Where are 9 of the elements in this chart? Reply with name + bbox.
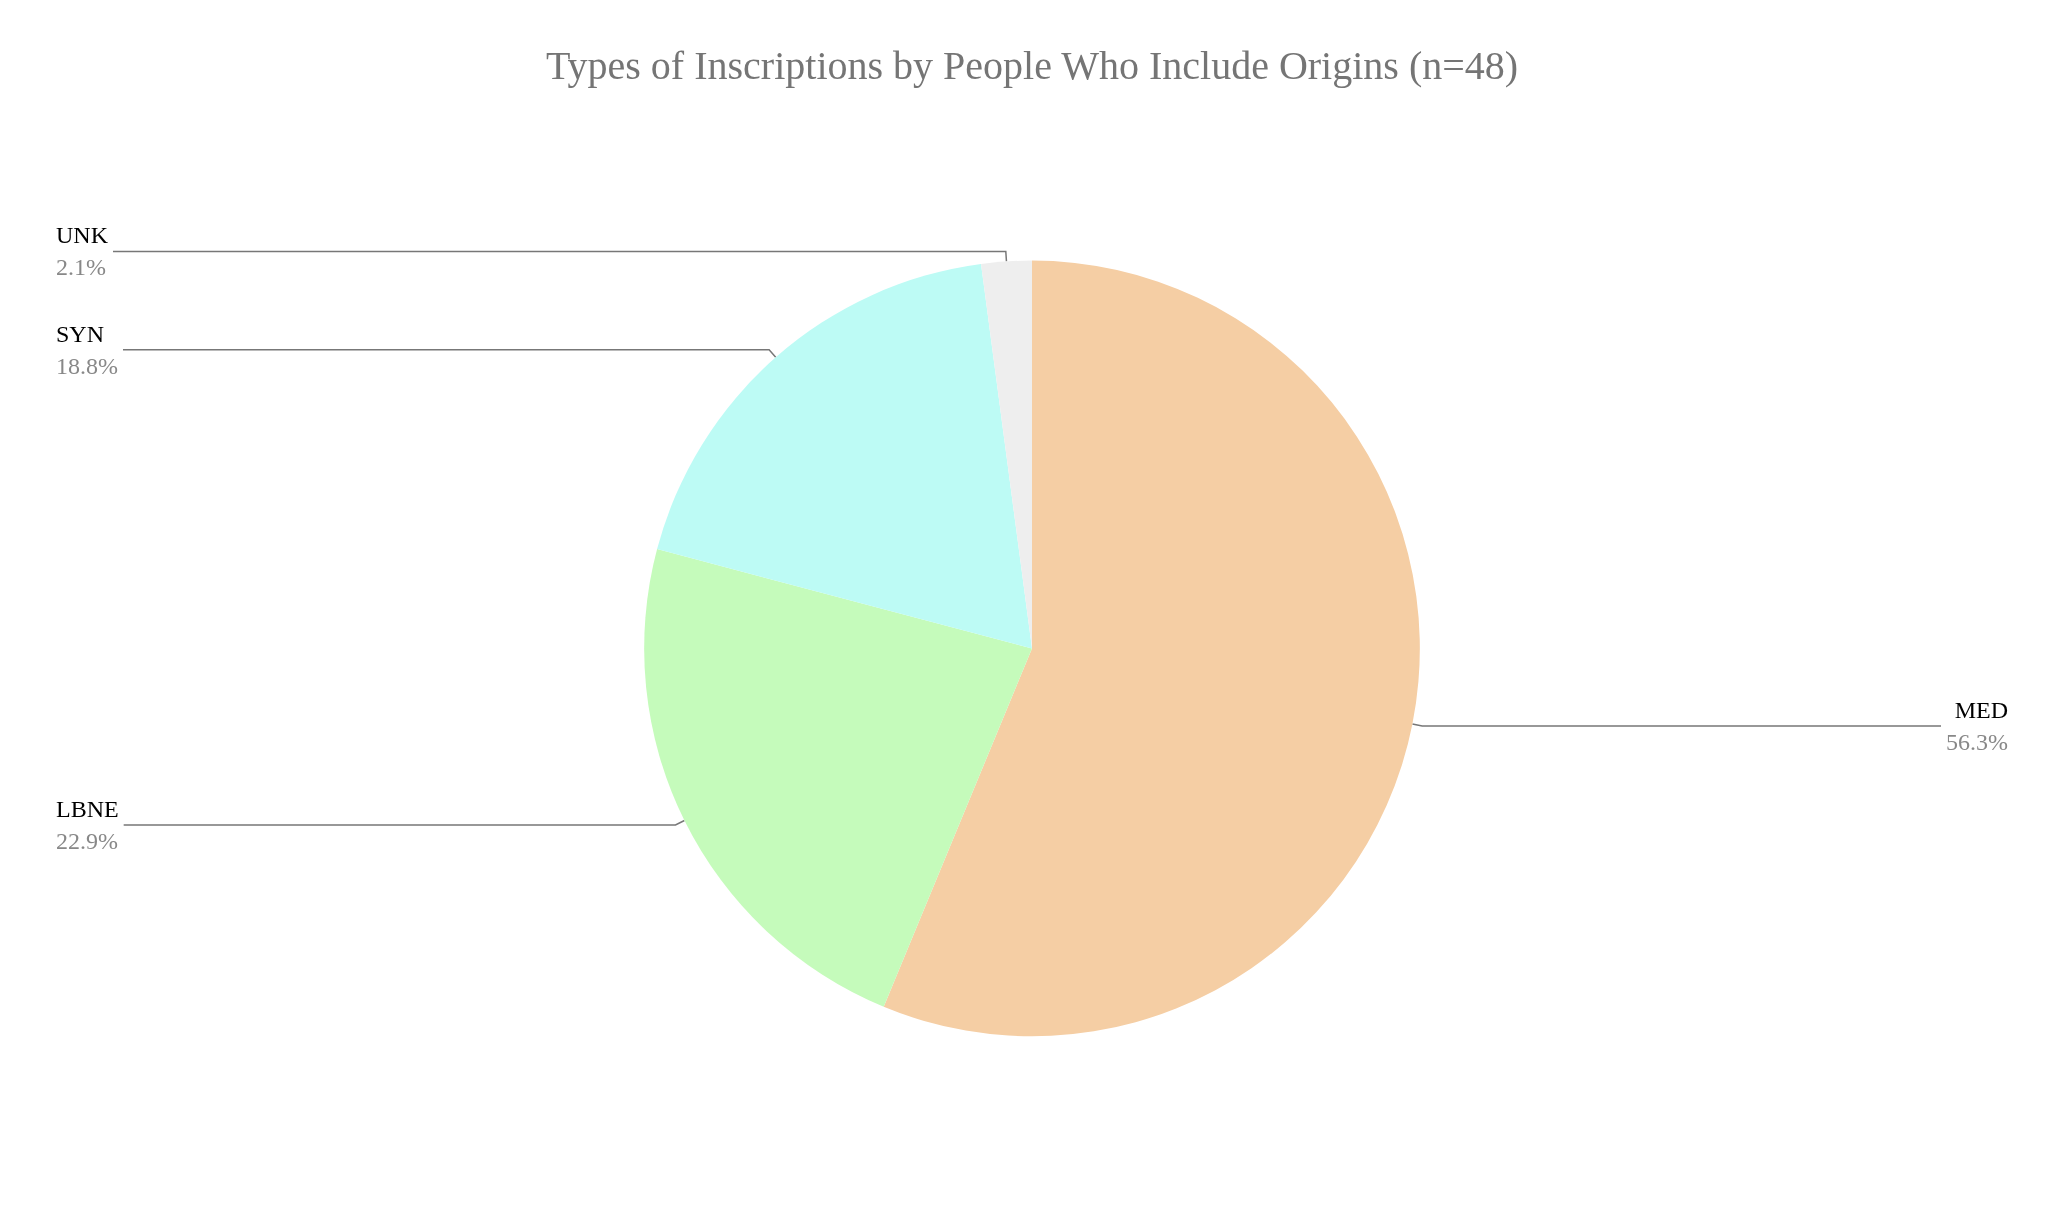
data-label: 22.9% xyxy=(56,827,118,854)
slice-label: LBNE xyxy=(56,795,119,822)
data-label: 18.8% xyxy=(56,352,118,379)
data-label: 56.3% xyxy=(1946,728,2008,755)
slice-label: SYN xyxy=(56,320,105,347)
slice-label: UNK xyxy=(56,222,109,249)
chart-title: Types of Inscriptions by People Who Include Origins (n=48) xyxy=(545,42,1519,88)
data-label: 2.1% xyxy=(56,254,106,281)
slice-label: MED xyxy=(1954,696,2008,723)
